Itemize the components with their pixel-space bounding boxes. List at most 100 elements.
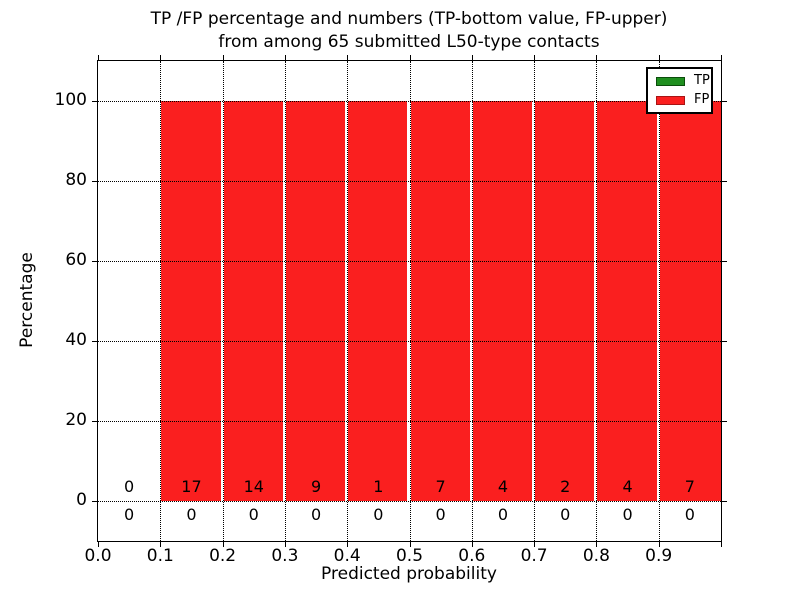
x-tick-mark (284, 542, 286, 547)
tp-count-label: 0 (497, 505, 509, 524)
x-tick-label: 0.0 (84, 546, 112, 566)
legend-swatch-tp-icon (656, 76, 685, 86)
y-tick-mark (92, 501, 97, 502)
legend-label-tp: TP (694, 73, 710, 88)
fp-count-label: 0 (124, 477, 135, 496)
y-tick-mark (92, 421, 97, 422)
x-tick-label: 0.5 (395, 546, 424, 566)
fp-count-label: 9 (310, 477, 322, 496)
y-tick-mark (92, 101, 97, 102)
y-tick-mark (722, 421, 727, 422)
y-tick-mark (92, 341, 97, 342)
y-tick-mark (92, 261, 97, 262)
x-tick-mark (347, 55, 349, 60)
x-tick-mark (409, 542, 411, 547)
x-gridline (222, 61, 224, 541)
y-tick-label: 0 (76, 490, 87, 510)
tp-count-label: 0 (373, 505, 384, 524)
x-tick-label: 0.1 (146, 546, 174, 566)
x-tick-mark (471, 55, 473, 60)
x-tick-label: 0.9 (645, 546, 673, 566)
x-tick-label: 0.4 (333, 546, 361, 566)
bar-fp-bin-8 (597, 101, 657, 501)
bar-fp-bin-5 (410, 101, 470, 501)
tp-count-label: 0 (435, 505, 446, 524)
x-tick-mark (409, 55, 411, 60)
tp-count-label: 0 (684, 505, 695, 524)
legend-swatch-fp-icon (656, 95, 685, 105)
x-tick-mark (721, 542, 722, 547)
y-tick-mark (722, 181, 727, 182)
x-tick-mark (658, 55, 660, 60)
y-tick-label: 80 (65, 170, 87, 190)
x-tick-label: 0.6 (458, 546, 486, 566)
x-tick-label: 0.8 (582, 546, 610, 566)
x-tick-mark (160, 55, 162, 60)
legend-entry-tp: TP (648, 74, 711, 88)
fp-count-label: 4 (497, 477, 509, 496)
tp-count-label: 0 (622, 505, 633, 524)
x-gridline (347, 61, 349, 541)
tp-count-label: 0 (186, 505, 197, 524)
x-tick-mark (98, 55, 99, 60)
x-tick-mark (534, 542, 536, 547)
x-tick-mark (721, 55, 722, 60)
fp-count-label: 17 (181, 477, 202, 496)
x-tick-mark (284, 55, 286, 60)
y-tick-mark (92, 181, 97, 182)
y-tick-mark (722, 101, 727, 102)
x-tick-mark (596, 542, 598, 547)
fp-count-label: 7 (684, 477, 695, 496)
bar-fp-bin-7 (535, 101, 595, 501)
x-tick-mark (98, 542, 99, 547)
x-tick-mark (347, 542, 349, 547)
x-tick-mark (658, 542, 660, 547)
y-axis-label: Percentage (17, 252, 37, 348)
bar-fp-bin-6 (472, 101, 533, 501)
x-tick-mark (222, 55, 224, 60)
fp-count-label: 4 (622, 477, 633, 496)
x-tick-mark (534, 55, 536, 60)
bar-fp-bin-9 (659, 101, 721, 501)
legend-label-fp: FP (694, 92, 710, 107)
x-gridline (160, 61, 162, 541)
x-tick-label: 0.3 (271, 546, 299, 566)
chart-title-line1: TP /FP percentage and numbers (TP-bottom… (150, 9, 668, 29)
y-tick-label: 60 (65, 250, 87, 270)
chart-title-line2: from among 65 submitted L50-type contact… (218, 32, 600, 52)
tp-count-label: 0 (248, 505, 259, 524)
bar-fp-bin-1 (161, 101, 221, 501)
bar-fp-bin-2 (223, 101, 283, 501)
tp-count-label: 0 (124, 505, 135, 524)
x-gridline (534, 61, 536, 541)
x-gridline (658, 61, 660, 541)
x-gridline (409, 61, 411, 541)
y-tick-label: 100 (54, 90, 87, 110)
x-gridline (284, 61, 286, 541)
x-gridline (471, 61, 473, 541)
legend-entry-fp: FP (648, 93, 711, 107)
y-tick-mark (722, 501, 727, 502)
fp-count-label: 7 (435, 477, 446, 496)
y-tick-label: 40 (65, 330, 87, 350)
tp-count-label: 0 (310, 505, 322, 524)
fp-count-label: 2 (560, 477, 571, 496)
fp-count-label: 1 (373, 477, 384, 496)
x-axis-label: Predicted probability (321, 564, 497, 584)
x-tick-mark (596, 55, 598, 60)
x-tick-mark (222, 542, 224, 547)
tp-count-label: 0 (560, 505, 571, 524)
y-tick-mark (722, 341, 727, 342)
x-tick-label: 0.2 (209, 546, 237, 566)
x-tick-mark (471, 542, 473, 547)
chart-title: TP /FP percentage and numbers (TP-bottom… (151, 8, 668, 54)
fp-count-label: 14 (243, 477, 264, 496)
x-gridline (596, 61, 598, 541)
plot-area: TP FP 0 0 0 0 0 0 0 0 0 0 0 17 14 9 1 7 4 2 4 7 (92, 55, 727, 547)
y-tick-label: 20 (65, 410, 87, 430)
y-tick-mark (722, 261, 727, 262)
x-tick-mark (160, 542, 162, 547)
bar-fp-bin-3 (285, 101, 346, 501)
x-tick-label: 0.7 (520, 546, 548, 566)
